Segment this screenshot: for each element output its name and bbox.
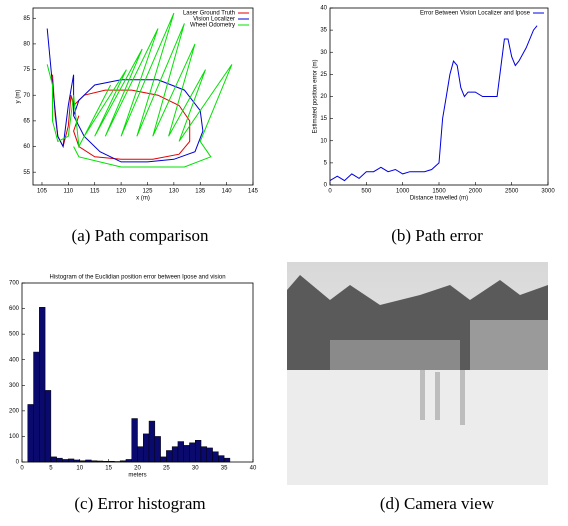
series-line: [52, 74, 191, 160]
x-tick-label: 20: [134, 466, 141, 472]
y-tick-label: 400: [9, 357, 20, 363]
y-tick-label: 75: [23, 67, 30, 73]
x-tick-label: 130: [169, 189, 180, 195]
x-tick-label: 135: [195, 189, 206, 195]
x-tick-label: 0: [328, 189, 332, 195]
bar: [131, 418, 138, 463]
bar: [195, 440, 202, 463]
y-tick-label: 15: [320, 116, 327, 122]
y-tick-label: 300: [9, 383, 20, 389]
bar: [200, 446, 208, 463]
x-axis-label: x (m): [136, 196, 150, 202]
bar: [160, 456, 167, 463]
x-tick-label: 30: [192, 466, 199, 472]
x-tick-label: 140: [222, 189, 233, 195]
chart: 0 500 1000 1500 2000 2500 3000 0 5 10 15 20 25 30 35 40…: [313, 6, 556, 202]
bar: [67, 458, 75, 463]
x-tick-label: 15: [105, 466, 112, 472]
x-tick-label: 10: [76, 466, 83, 472]
caption: (a) Path comparison: [72, 226, 209, 245]
bar: [148, 420, 156, 463]
y-tick-label: 600: [9, 306, 20, 312]
y-tick-label: 70: [23, 93, 30, 99]
bar: [44, 390, 52, 463]
bar: [212, 451, 219, 463]
bar: [154, 436, 161, 463]
x-tick-label: 3000: [541, 189, 555, 195]
bar: [206, 447, 213, 463]
chart-title: Histogram of the Euclidian position erro…: [49, 275, 225, 281]
bar: [39, 307, 46, 463]
y-tick-label: 700: [9, 281, 20, 287]
legend-label: Error Between Vision Localizer and Ipose: [420, 11, 531, 17]
x-axis-label: Distance travelled (m): [410, 196, 468, 202]
series-line: [329, 25, 538, 182]
y-tick-label: 40: [320, 6, 327, 12]
caption: (d) Camera view: [380, 494, 495, 513]
bar: [33, 351, 40, 463]
chart: 105 110 115 120 125 130 135 140 145 55 60 65 70 75 80 8…: [16, 7, 259, 202]
legend-label: Wheel Odometry: [190, 23, 235, 29]
y-tick-label: 60: [23, 144, 30, 150]
y-tick-label: 5: [324, 160, 328, 166]
y-tick-label: 30: [320, 50, 327, 56]
y-tick-label: 55: [23, 170, 30, 176]
y-tick-label: 85: [23, 16, 30, 22]
bar: [137, 446, 144, 463]
x-tick-label: 2500: [505, 189, 519, 195]
x-tick-label: 1000: [396, 189, 410, 195]
caption: (b) Path error: [391, 226, 483, 245]
y-tick-label: 100: [9, 434, 20, 440]
bar: [143, 433, 150, 463]
legend-label: Vision Localizer: [193, 17, 235, 23]
plot-frame: [32, 7, 254, 186]
x-tick-label: 0: [20, 466, 24, 472]
bar: [183, 445, 190, 463]
caption: (c) Error histogram: [74, 494, 205, 513]
series-line: [46, 12, 233, 168]
x-tick-label: 40: [250, 466, 257, 472]
y-tick-label: 35: [320, 28, 327, 34]
bar: [189, 442, 196, 463]
x-tick-label: 25: [163, 466, 170, 472]
chart: 0 5 10 15 20 25 30 35 400100200300400500600700me…: [9, 275, 257, 479]
y-tick-label: 65: [23, 118, 30, 124]
x-tick-label: 5: [49, 466, 53, 472]
y-tick-label: 0: [324, 183, 328, 189]
x-tick-label: 115: [90, 189, 100, 195]
bar: [171, 446, 179, 463]
bar: [56, 457, 63, 463]
x-tick-label: 145: [248, 189, 259, 195]
bar: [177, 441, 184, 463]
y-tick-label: 500: [9, 332, 20, 338]
bar: [166, 450, 173, 463]
x-tick-label: 500: [361, 189, 372, 195]
y-tick-label: 200: [9, 408, 20, 414]
x-tick-label: 105: [37, 189, 48, 195]
y-tick-label: 0: [16, 460, 20, 466]
x-tick-label: 35: [221, 466, 228, 472]
camera-image: [287, 262, 548, 485]
x-tick-label: 120: [116, 189, 127, 195]
bar: [218, 455, 225, 463]
x-tick-label: 125: [142, 189, 153, 195]
y-tick-label: 10: [320, 138, 327, 144]
bar: [223, 457, 231, 463]
y-axis-label: Estimated position error (m): [313, 59, 319, 133]
legend-label: Laser Ground Truth: [183, 11, 235, 17]
y-tick-label: 80: [23, 41, 30, 47]
bar: [50, 456, 57, 463]
x-tick-label: 2000: [469, 189, 483, 195]
y-tick-label: 20: [320, 94, 327, 100]
x-axis-label: meters: [128, 473, 146, 479]
x-tick-label: 1500: [432, 189, 446, 195]
bar: [27, 404, 34, 463]
y-axis-label: y (m): [16, 90, 22, 104]
x-tick-label: 110: [64, 189, 74, 195]
y-tick-label: 25: [320, 72, 327, 78]
